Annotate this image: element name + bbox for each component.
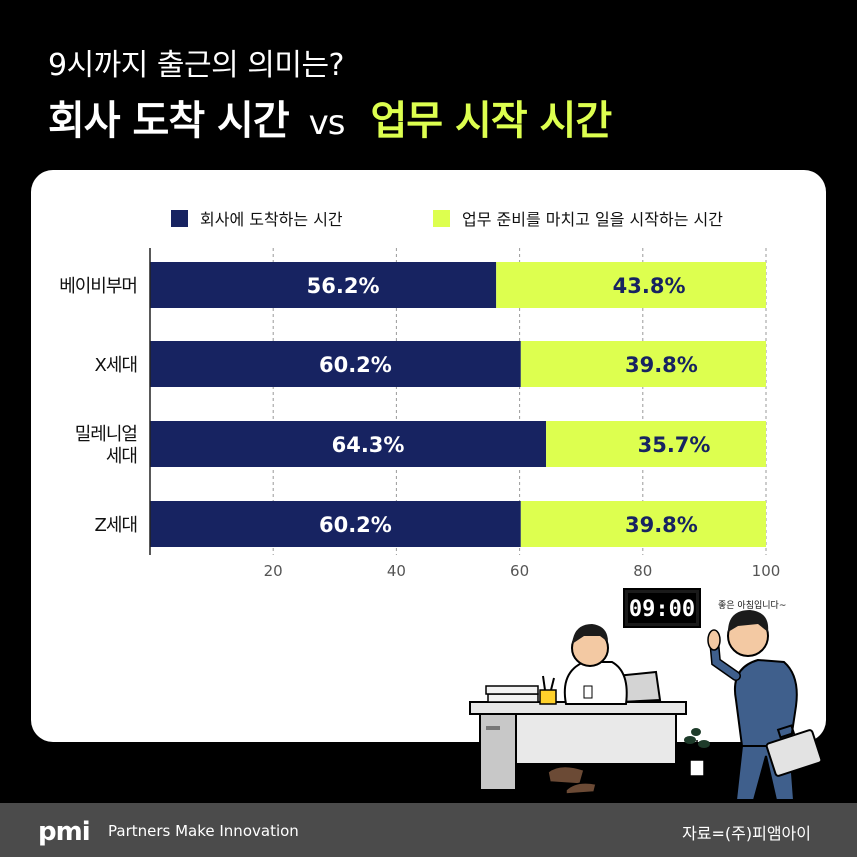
category-label: 세대 bbox=[106, 446, 137, 467]
x-tick-label: 80 bbox=[633, 562, 652, 580]
title-vs: vs bbox=[308, 103, 346, 143]
legend-item-start: 업무 준비를 마치고 일을 시작하는 시간 bbox=[433, 206, 723, 230]
title-part-start: 업무 시작 시간 bbox=[370, 98, 613, 144]
data-label-start: 43.8% bbox=[613, 274, 686, 298]
subtitle: 9시까지 출근의 의미는? bbox=[48, 48, 344, 83]
data-label-arrival: 64.3% bbox=[332, 433, 405, 457]
pmi-logo: pmi bbox=[38, 817, 91, 847]
category-label: Z세대 bbox=[95, 515, 137, 536]
chart-card: 회사에 도착하는 시간 업무 준비를 마치고 일을 시작하는 시간 56.2% 4… bbox=[31, 170, 826, 742]
data-label-start: 39.8% bbox=[625, 353, 698, 377]
data-label-start: 35.7% bbox=[638, 433, 711, 457]
category-label: 베이비부머 bbox=[59, 276, 137, 297]
legend-swatch-arrival bbox=[171, 209, 188, 227]
bar-start bbox=[520, 501, 766, 547]
bar-arrival bbox=[150, 421, 547, 467]
data-label-arrival: 60.2% bbox=[319, 353, 392, 377]
x-tick-label: 100 bbox=[752, 562, 781, 580]
speech-text: 좋은 아침입니다~ bbox=[718, 599, 786, 611]
x-tick-label: 40 bbox=[387, 562, 406, 580]
office-illustration: 09:00 좋은 아침입니다~ bbox=[469, 588, 823, 801]
legend-label-start: 업무 준비를 마치고 일을 시작하는 시간 bbox=[462, 210, 723, 229]
tagline: Partners Make Innovation bbox=[108, 822, 299, 840]
desk-icon bbox=[469, 670, 687, 791]
clock-icon: 09:00 bbox=[623, 588, 701, 628]
x-tick-label: 60 bbox=[510, 562, 529, 580]
legend-item-arrival: 회사에 도착하는 시간 bbox=[171, 206, 343, 230]
source-credit: 자료=(주)피앰아이 bbox=[682, 824, 811, 843]
briefcase-icon bbox=[765, 724, 823, 777]
bar-start bbox=[546, 421, 766, 467]
page-title: 회사 도착 시간 vs 업무 시작 시간 bbox=[48, 88, 613, 146]
sitting-worker-icon bbox=[547, 624, 628, 795]
legend-label-arrival: 회사에 도착하는 시간 bbox=[200, 210, 343, 229]
category-label: 밀레니얼 bbox=[75, 424, 137, 445]
stacked-bar-chart: 56.2% 43.8% 베이비부머 60.2% 39.8% X세대 64.3% 35.7% 밀레… bbox=[59, 248, 781, 580]
bar-arrival bbox=[150, 262, 497, 308]
data-label-start: 39.8% bbox=[625, 513, 698, 537]
title-part-arrival: 회사 도착 시간 bbox=[48, 98, 290, 144]
footer: pmi Partners Make Innovation 자료=(주)피앰아이 bbox=[0, 803, 857, 857]
legend: 회사에 도착하는 시간 업무 준비를 마치고 일을 시작하는 시간 bbox=[31, 206, 826, 230]
bar-start bbox=[496, 262, 766, 308]
clock-display: 09:00 bbox=[629, 597, 695, 622]
data-label-arrival: 60.2% bbox=[319, 513, 392, 537]
x-tick-label: 20 bbox=[264, 562, 283, 580]
plant-icon bbox=[684, 728, 710, 777]
bar-arrival bbox=[150, 501, 521, 547]
bar-arrival bbox=[150, 341, 521, 387]
walking-worker-icon bbox=[707, 610, 823, 801]
data-label-arrival: 56.2% bbox=[307, 274, 380, 298]
bar-start bbox=[520, 341, 766, 387]
legend-swatch-start bbox=[433, 209, 450, 227]
category-label: X세대 bbox=[95, 355, 137, 376]
